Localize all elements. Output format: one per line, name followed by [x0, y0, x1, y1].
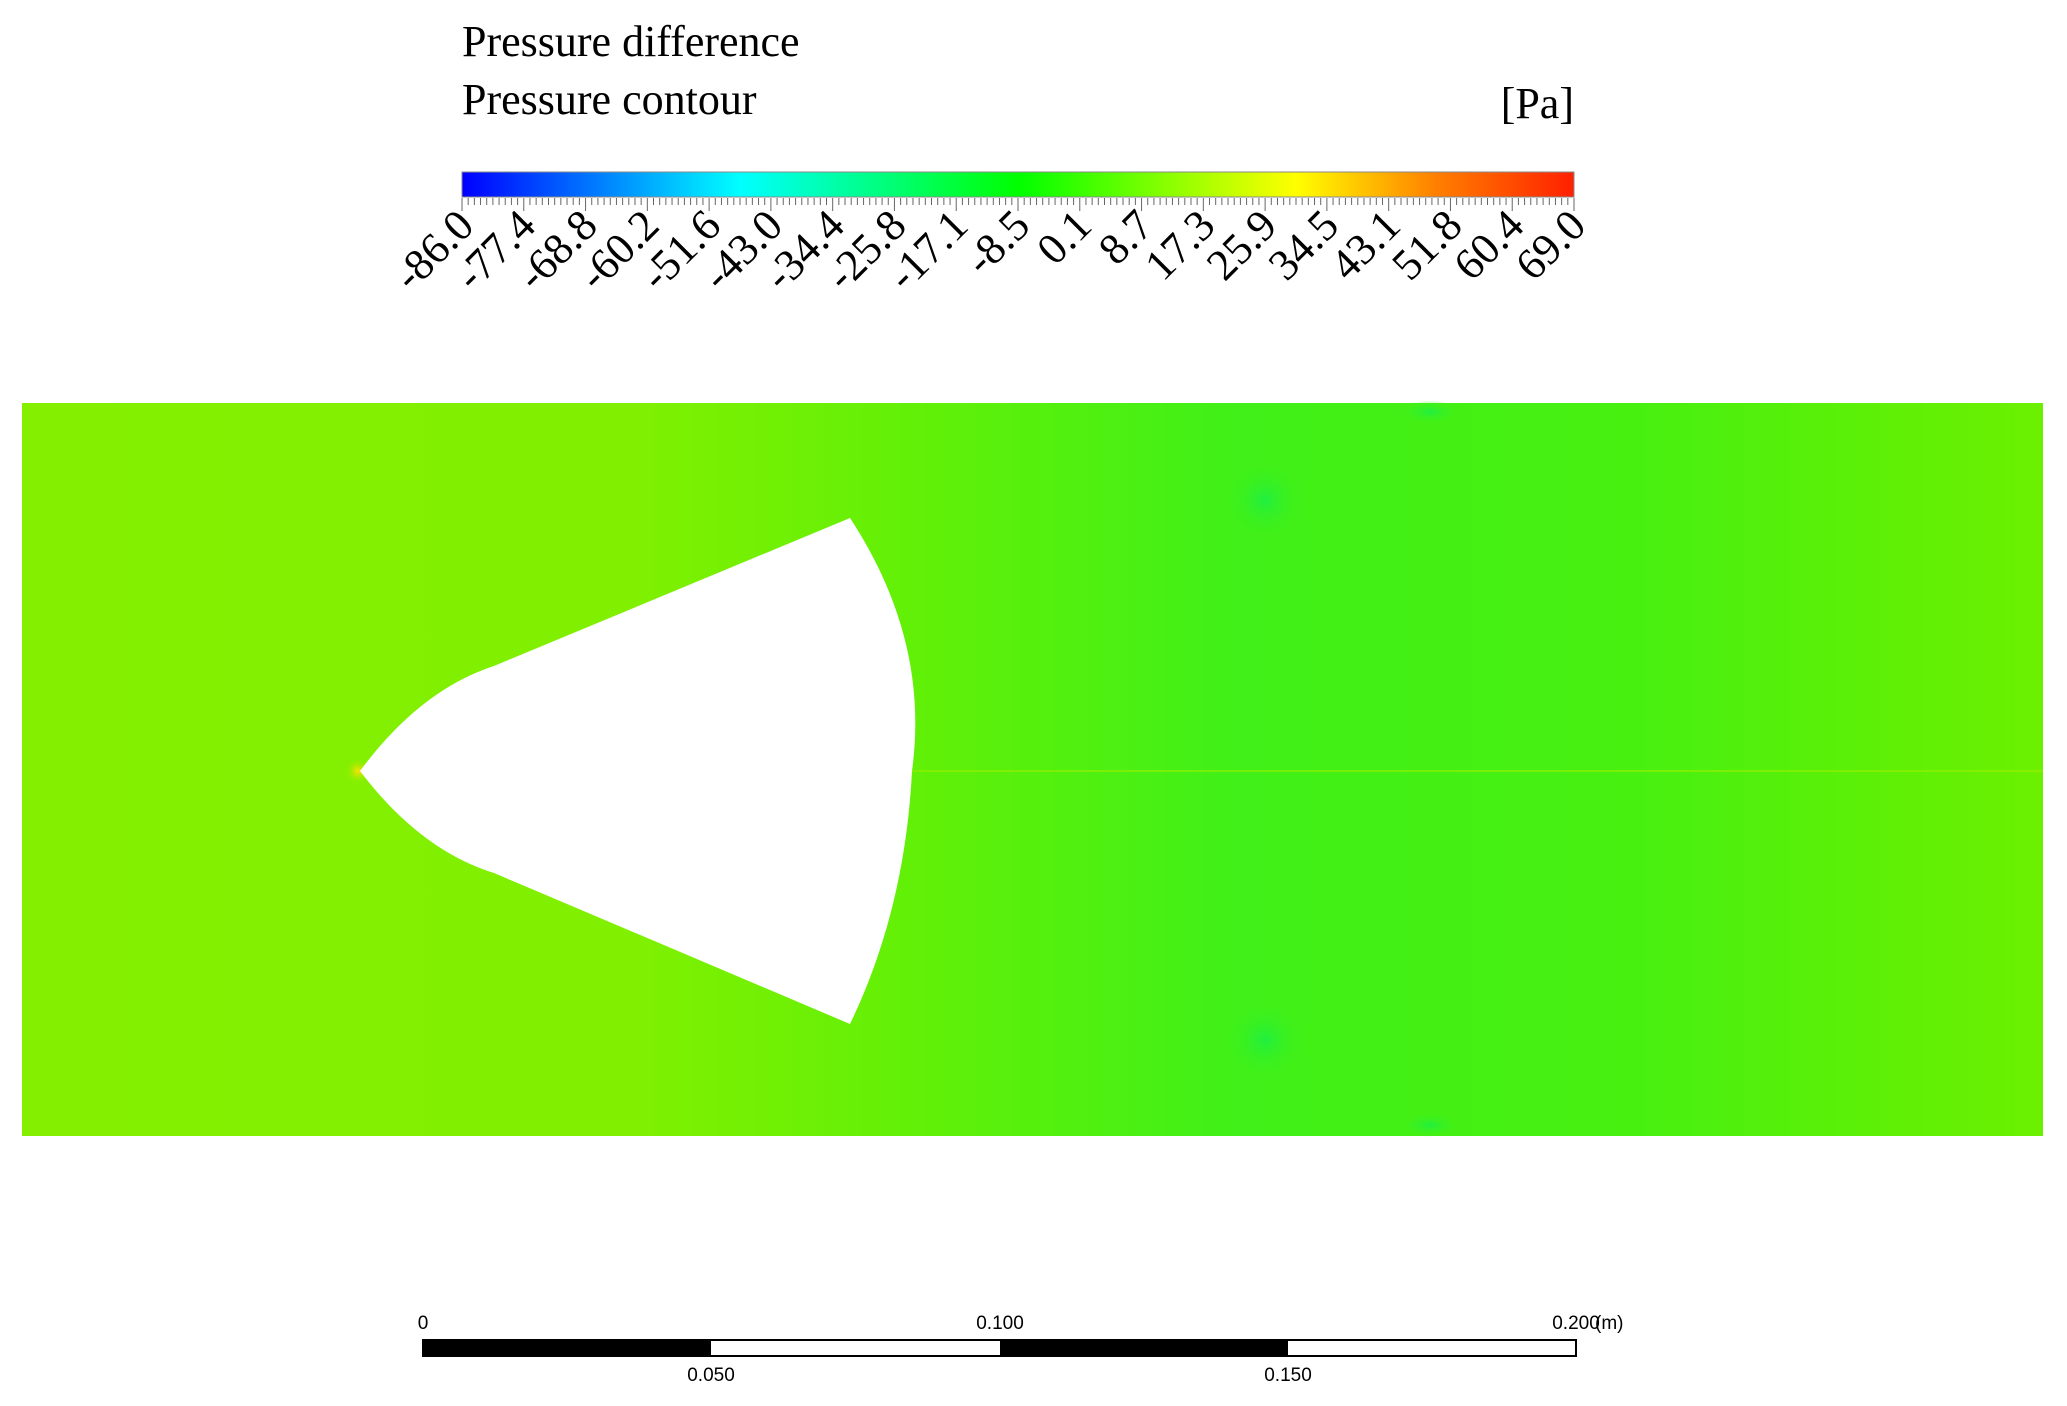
legend-unit: [Pa] [1501, 79, 1574, 128]
scale-bar: 0 0.100 0.200 (m) 0.050 0.150 [418, 1313, 1624, 1386]
colorbar-tick-labels: -86.0-77.4-68.8-60.2-51.6-43.0-34.4-25.8… [384, 200, 1595, 299]
scale-unit: (m) [1595, 1313, 1623, 1334]
stagnation-point [344, 757, 372, 785]
scale-label-0.100: 0.100 [976, 1313, 1024, 1334]
legend-title: Pressure contour [462, 75, 757, 124]
colorbar-tick-label: -8.5 [955, 200, 1039, 284]
scale-label-0: 0 [418, 1313, 429, 1334]
contour-field [22, 400, 2043, 1137]
colorbar-tick-label: 69.0 [1506, 200, 1595, 289]
scale-label-0.150: 0.150 [1264, 1365, 1312, 1386]
scale-label-0.050: 0.050 [687, 1365, 735, 1386]
scale-label-0.200: 0.200 [1552, 1313, 1600, 1334]
legend-variable: Pressure difference [462, 17, 800, 66]
colorbar [461, 171, 1575, 198]
colorbar-ticks [461, 198, 1575, 211]
bluff-body [360, 518, 916, 1024]
